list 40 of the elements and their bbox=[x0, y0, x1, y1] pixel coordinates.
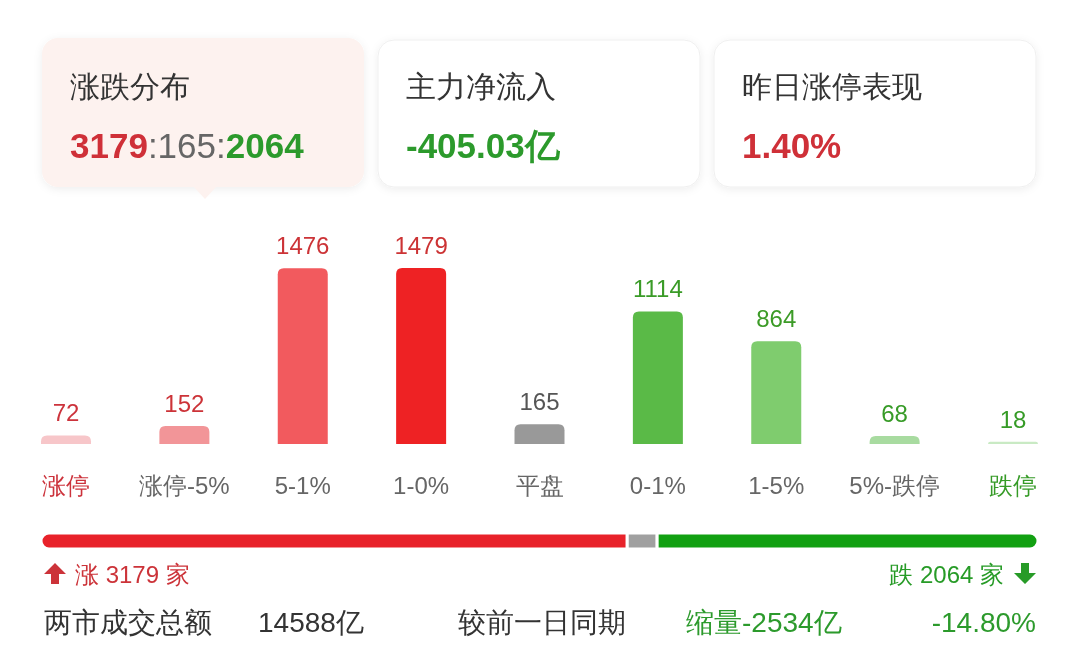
data-label: 864 bbox=[756, 305, 797, 333]
text: 涨跌分布 bbox=[70, 70, 190, 103]
text: 较前一日同期 bbox=[458, 607, 626, 638]
text: 两市成交总额 bbox=[44, 607, 212, 638]
bar bbox=[159, 425, 210, 444]
text: 主力净流入 bbox=[406, 70, 556, 103]
data-label: 152 bbox=[164, 389, 205, 417]
data-label: 165 bbox=[519, 388, 560, 416]
text: -405.03亿 bbox=[406, 126, 561, 165]
bar bbox=[632, 311, 683, 444]
x-tick-label: 涨停 bbox=[42, 472, 90, 499]
text: 涨 3179 家 bbox=[75, 561, 190, 588]
bar bbox=[869, 435, 920, 444]
x-tick-label: 平盘 bbox=[515, 472, 564, 499]
data-label: 18 bbox=[999, 405, 1027, 433]
text: 1.40% bbox=[742, 126, 842, 165]
data-label: 1476 bbox=[276, 232, 330, 260]
x-tick-label: 涨停-5% bbox=[139, 472, 230, 499]
x-tick-label: 1-5% bbox=[748, 472, 805, 499]
text: 昨日涨停表现 bbox=[742, 70, 922, 103]
x-tick-label: 5%-跌停 bbox=[849, 472, 940, 499]
data-label: 1479 bbox=[394, 232, 448, 259]
text: 3179:165:2064 bbox=[70, 126, 305, 165]
text: 14588亿 bbox=[258, 607, 364, 638]
text: 缩量-2534亿 bbox=[686, 607, 842, 638]
x-tick-label: 5-1% bbox=[274, 472, 331, 499]
bar bbox=[41, 435, 91, 444]
bar bbox=[396, 268, 447, 444]
data-label: 72 bbox=[52, 399, 80, 427]
data-label: 1114 bbox=[632, 275, 683, 303]
x-tick-label: 1-0% bbox=[393, 472, 450, 499]
x-tick-label: 跌停 bbox=[989, 472, 1037, 499]
bar bbox=[988, 441, 1038, 444]
text: 跌 2064 家 bbox=[889, 561, 1004, 588]
x-tick-label: 0-1% bbox=[629, 472, 686, 499]
data-label: 68 bbox=[881, 399, 908, 427]
bar bbox=[277, 268, 328, 444]
bar bbox=[751, 341, 802, 444]
text: -14.80% bbox=[931, 607, 1036, 638]
bar bbox=[514, 424, 565, 444]
